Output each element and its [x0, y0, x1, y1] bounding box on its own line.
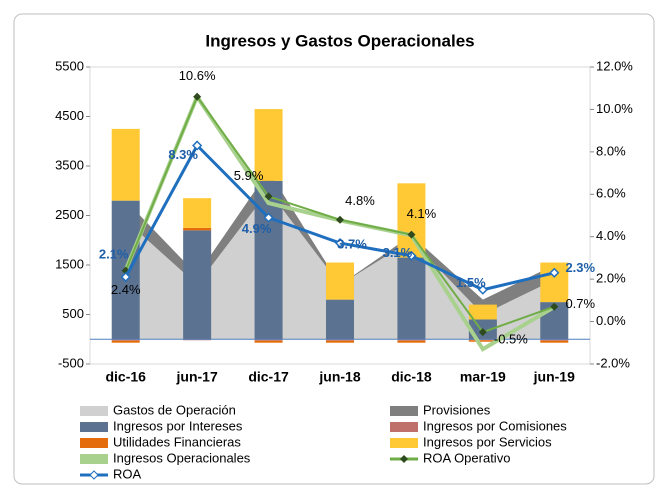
bar: [326, 299, 354, 340]
x-tick-label: jun-17: [176, 369, 218, 385]
marker: [478, 328, 487, 337]
legend-label: Ingresos por Comisiones: [423, 418, 567, 433]
bar: [468, 340, 497, 342]
bar: [254, 340, 283, 343]
marker: [550, 302, 559, 311]
legend-label: Ingresos por Servicios: [423, 434, 552, 449]
y-tick-label: 3500: [55, 157, 84, 172]
bar: [326, 340, 354, 343]
legend-label: Gastos de Operación: [113, 402, 236, 417]
y-tick-label: 5500: [55, 58, 84, 73]
legend-swatch: [390, 422, 418, 432]
bar: [183, 230, 212, 340]
legend-swatch: [80, 422, 108, 432]
legend-label: Provisiones: [423, 402, 491, 417]
y2-tick-label: 12.0%: [596, 58, 633, 73]
data-label: -0.5%: [494, 332, 528, 347]
bar: [326, 262, 354, 300]
x-tick-label: jun-18: [318, 369, 360, 385]
data-label: 3.7%: [337, 237, 367, 252]
y2-tick-label: -2.0%: [596, 355, 630, 370]
legend-label: ROA: [113, 466, 142, 481]
marker: [193, 92, 202, 101]
y2-tick-label: 6.0%: [596, 186, 626, 201]
marker: [192, 140, 203, 151]
data-label: 8.3%: [168, 147, 198, 162]
legend-swatch: [80, 406, 108, 416]
x-tick-label: dic-17: [248, 369, 289, 385]
data-label: 1.5%: [456, 275, 486, 290]
data-label: 2.1%: [99, 246, 129, 261]
marker: [407, 230, 416, 239]
x-tick-label: dic-16: [105, 369, 146, 385]
marker: [120, 271, 131, 283]
bar: [540, 339, 569, 341]
legend-swatch: [390, 406, 418, 416]
marker: [406, 250, 417, 261]
x-tick-label: jun-19: [533, 369, 575, 385]
marker: [477, 284, 488, 295]
area: [125, 190, 555, 340]
y2-tick-label: 10.0%: [596, 101, 633, 116]
data-label: 3.1%: [383, 245, 413, 260]
y2-tick-label: 4.0%: [596, 228, 626, 243]
y-tick-label: 4500: [55, 108, 84, 123]
y-tick-label: -500: [58, 355, 84, 370]
bar: [397, 257, 426, 340]
legend-swatch: [390, 438, 418, 448]
bar: [111, 128, 140, 201]
y2-tick-label: 2.0%: [596, 271, 626, 286]
bar: [111, 339, 140, 341]
data-label: 4.8%: [345, 193, 375, 208]
marker: [264, 192, 273, 201]
legend-marker: [400, 455, 408, 463]
bar: [468, 304, 497, 320]
bar: [397, 183, 426, 258]
y2-tick-label: 0.0%: [596, 313, 626, 328]
data-label: 4.1%: [407, 206, 437, 221]
bar: [183, 198, 212, 228]
data-label: 0.7%: [565, 296, 595, 311]
bar: [183, 227, 212, 231]
legend-swatch: [80, 454, 108, 464]
bar: [254, 109, 283, 181]
chart-title: Ingresos y Gastos Operacionales: [205, 31, 474, 50]
bar: [254, 339, 283, 341]
marker: [336, 215, 344, 224]
bar: [540, 340, 569, 343]
x-tick-label: dic-18: [391, 369, 432, 385]
legend-marker: [89, 470, 99, 480]
legend-label: Utilidades Financieras: [113, 434, 241, 449]
area: [125, 170, 555, 315]
y2-tick-label: 8.0%: [596, 143, 626, 158]
y-tick-label: 2500: [55, 207, 84, 222]
bar: [397, 339, 426, 341]
chart-border: [13, 13, 655, 485]
data-label: 4.9%: [242, 221, 272, 236]
bar: [111, 340, 140, 343]
data-label: 2.4%: [111, 282, 141, 297]
data-label: 5.9%: [234, 168, 264, 183]
marker: [263, 212, 274, 223]
legend-label: Ingresos por Intereses: [113, 418, 243, 433]
data-label: 10.6%: [179, 68, 216, 83]
marker: [334, 238, 346, 249]
legend-swatch: [80, 438, 108, 448]
bar: [397, 340, 426, 343]
legend-label: Ingresos Operacionales: [113, 450, 251, 465]
x-tick-label: mar-19: [460, 369, 506, 385]
legend-label: ROA Operativo: [423, 450, 510, 465]
y-tick-label: 1500: [55, 256, 84, 271]
y-tick-label: 500: [62, 306, 84, 321]
data-label: 2.3%: [565, 260, 595, 275]
marker: [549, 267, 560, 278]
bar: [326, 339, 354, 341]
